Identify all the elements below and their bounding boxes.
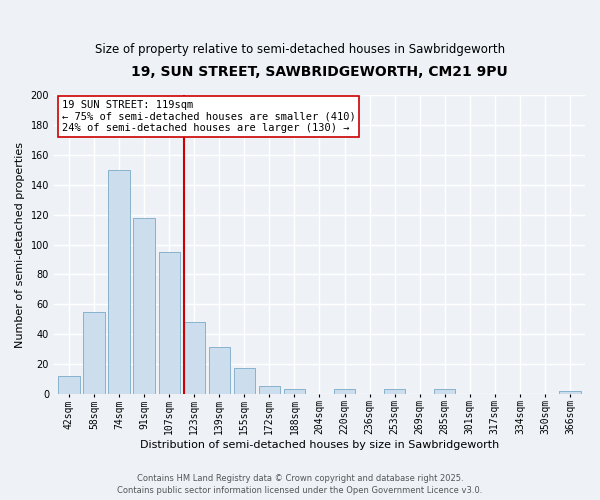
Text: Contains HM Land Registry data © Crown copyright and database right 2025.
Contai: Contains HM Land Registry data © Crown c… (118, 474, 482, 495)
Text: 19 SUN STREET: 119sqm
← 75% of semi-detached houses are smaller (410)
24% of sem: 19 SUN STREET: 119sqm ← 75% of semi-deta… (62, 100, 356, 133)
Bar (259, 386, 280, 394)
Bar (109, 170, 130, 394)
Bar (58, 376, 80, 394)
Bar (83, 312, 104, 394)
Bar (434, 389, 455, 394)
Bar (133, 218, 155, 394)
Bar (334, 389, 355, 394)
Bar (284, 389, 305, 394)
Bar (233, 368, 255, 394)
Bar (209, 348, 230, 394)
Bar (559, 390, 581, 394)
Text: Size of property relative to semi-detached houses in Sawbridgeworth: Size of property relative to semi-detach… (95, 42, 505, 56)
Bar (158, 252, 180, 394)
Title: 19, SUN STREET, SAWBRIDGEWORTH, CM21 9PU: 19, SUN STREET, SAWBRIDGEWORTH, CM21 9PU (131, 65, 508, 79)
Bar (384, 389, 405, 394)
X-axis label: Distribution of semi-detached houses by size in Sawbridgeworth: Distribution of semi-detached houses by … (140, 440, 499, 450)
Y-axis label: Number of semi-detached properties: Number of semi-detached properties (15, 142, 25, 348)
Bar (184, 322, 205, 394)
